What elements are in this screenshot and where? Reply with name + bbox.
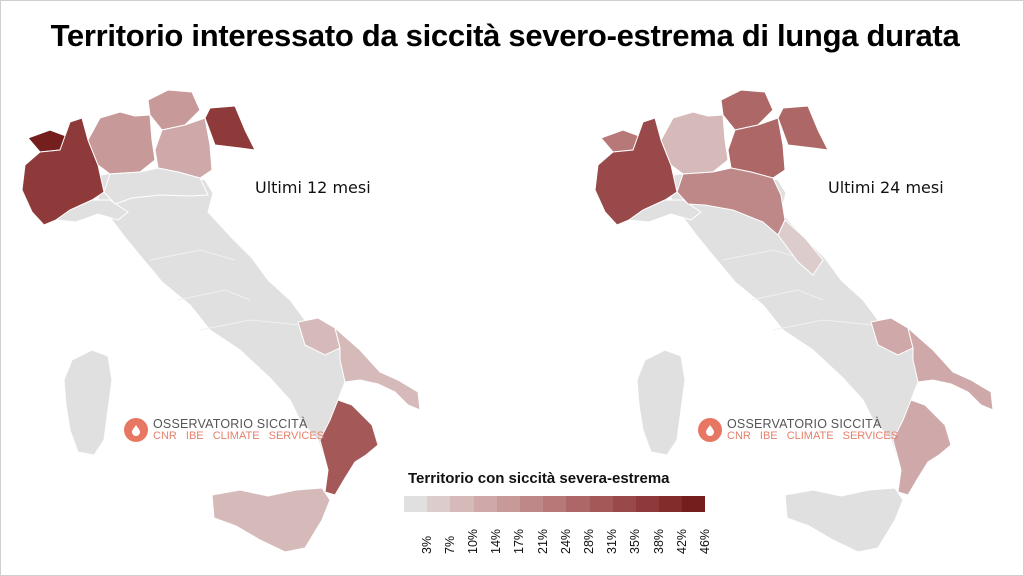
legend-swatch (404, 496, 428, 512)
region-puglia (334, 326, 421, 411)
region-lombardia (87, 111, 156, 175)
legend-tick-label: 46% (698, 528, 712, 554)
region-calabria (319, 399, 379, 496)
map-label-24-months: Ultimi 24 mesi (828, 178, 944, 197)
legend-tick-label: 14% (489, 528, 504, 554)
region-sicilia (784, 487, 904, 553)
region-marche (777, 219, 824, 276)
region-friuli (777, 105, 829, 151)
legend-color-bar (404, 496, 706, 512)
legend-swatch (659, 496, 683, 512)
region-emilia-romagna (676, 167, 786, 236)
legend-tick-label: 24% (558, 528, 573, 554)
region-sardegna (63, 349, 113, 456)
drop-icon (698, 418, 722, 443)
region-liguria (627, 199, 702, 223)
region-veneto (154, 117, 213, 179)
logo-right: OSSERVATORIO SICCITÀ CNR IBE CLIMATE SER… (698, 417, 899, 443)
legend-tick-label: 3% (419, 535, 434, 554)
region-sardegna (636, 349, 686, 456)
region-sicilia (211, 487, 331, 553)
map-24-months (594, 89, 994, 553)
logo-subtitle: CNR IBE CLIMATE SERVICES (727, 430, 899, 443)
region-liguria (54, 199, 129, 223)
legend-swatch (519, 496, 544, 512)
legend-swatch (566, 496, 590, 512)
legend-swatch (589, 496, 613, 512)
region-friuli (204, 105, 256, 151)
legend-tick-label: 35% (628, 528, 643, 554)
legend-tick-label: 31% (605, 528, 620, 554)
page-title: Territorio interessato da siccità severo… (50, 18, 960, 53)
legend-tick-label: 7% (442, 535, 457, 554)
region-calabria (892, 399, 952, 496)
legend-ticks: 3% 7% 10% 14% 17% 21% 24% 28% 31% 35% 38% 42% 46% (404, 516, 712, 556)
legend-tick-label: 38% (651, 528, 666, 554)
region-puglia (907, 326, 994, 411)
map-12-months (21, 89, 421, 553)
region-emilia-romagna (103, 167, 209, 205)
legend-title: Territorio con siccità severa-estrema (408, 470, 670, 487)
legend-tick-label: 17% (512, 528, 527, 554)
logo-title: OSSERVATORIO SICCITÀ (153, 417, 308, 431)
logo-subtitle: CNR IBE CLIMATE SERVICES (153, 430, 325, 443)
legend-tick-label: 10% (466, 528, 480, 554)
legend-swatch (612, 496, 636, 512)
logo-left: OSSERVATORIO SICCITÀ CNR IBE CLIMATE SER… (124, 417, 325, 443)
map-label-12-months: Ultimi 12 mesi (255, 178, 371, 197)
legend-swatch (427, 496, 451, 512)
legend-swatch (682, 496, 706, 512)
legend-tick-label: 21% (535, 528, 550, 554)
legend-swatch (473, 496, 497, 512)
legend-swatch (496, 496, 520, 512)
drop-icon (124, 418, 148, 443)
legend-swatch (543, 496, 567, 512)
legend-tick-label: 28% (582, 528, 596, 554)
legend-tick-label: 42% (674, 528, 689, 554)
region-lombardia (660, 111, 729, 175)
legend-swatch (450, 496, 474, 512)
logo-title: OSSERVATORIO SICCITÀ (727, 417, 882, 431)
region-veneto (727, 117, 786, 179)
legend-swatch (635, 496, 660, 512)
